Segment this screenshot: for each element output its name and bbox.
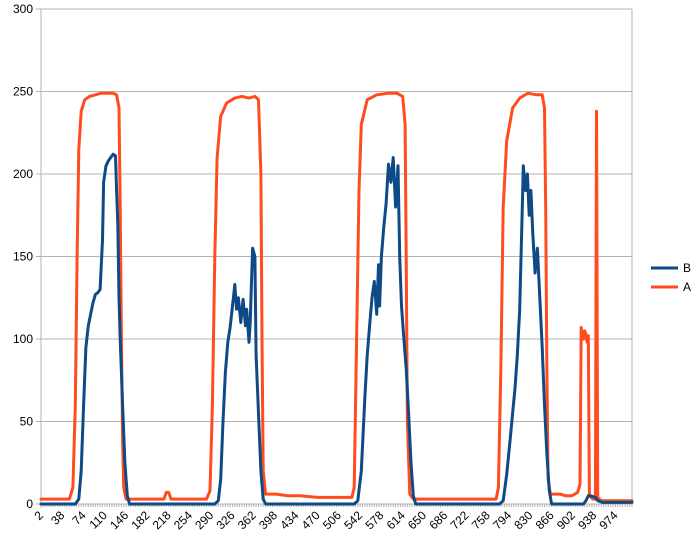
- y-tick-label: 100: [13, 332, 33, 346]
- y-tick-label: 200: [13, 167, 33, 181]
- x-tick-label: 146: [107, 508, 131, 532]
- x-tick-label: 974: [597, 508, 621, 532]
- y-tick-label: 50: [20, 415, 34, 429]
- y-tick-label: 300: [13, 2, 33, 16]
- x-tick-label: 470: [299, 508, 323, 532]
- x-tick-label: 2: [31, 508, 46, 523]
- x-tick-label: 614: [384, 508, 408, 532]
- x-tick-label: 650: [405, 508, 429, 532]
- x-tick-labels: 2 38 7411014618221825429032636239843447050…: [31, 508, 620, 532]
- legend-label-a: A: [683, 280, 691, 294]
- x-tick-label: 938: [575, 508, 599, 532]
- x-tick-label: 686: [426, 508, 450, 532]
- x-tick-label: 398: [256, 508, 280, 532]
- x-tick-label: 902: [554, 508, 578, 532]
- x-tick-label: 794: [490, 508, 514, 532]
- y-tick-label: 0: [26, 497, 33, 511]
- x-tick-label: 218: [150, 508, 174, 532]
- x-tick-label: 758: [469, 508, 493, 532]
- x-tick-label: 866: [533, 508, 557, 532]
- y-tick-labels: 0 50 100 150 200 250 300: [13, 2, 33, 511]
- y-tick-label: 250: [13, 85, 33, 99]
- gridlines: [41, 8, 632, 505]
- axes: [36, 8, 633, 508]
- series-line-a: [39, 91, 634, 503]
- x-tick-label: 110: [87, 508, 111, 532]
- x-tick-label: 254: [171, 508, 195, 532]
- series-line-b: [39, 152, 634, 506]
- x-tick-label: 326: [214, 508, 238, 532]
- x-tick-label: 434: [277, 508, 301, 532]
- x-tick-label: 74: [69, 508, 89, 528]
- x-tick-label: 182: [128, 508, 152, 532]
- x-tick-label: 542: [341, 508, 365, 532]
- x-tick-label: 722: [448, 508, 472, 532]
- x-tick-label: 290: [192, 508, 216, 532]
- y-tick-label: 150: [13, 250, 33, 264]
- x-tick-label: 578: [362, 508, 386, 532]
- legend-label-b: B: [683, 261, 691, 275]
- x-tick-label: 362: [235, 508, 259, 532]
- x-tick-label: 38: [48, 508, 68, 528]
- series-lines: [39, 91, 634, 506]
- x-tick-label: 506: [320, 508, 344, 532]
- x-tick-label: 830: [511, 508, 535, 532]
- legend: BA: [651, 261, 691, 294]
